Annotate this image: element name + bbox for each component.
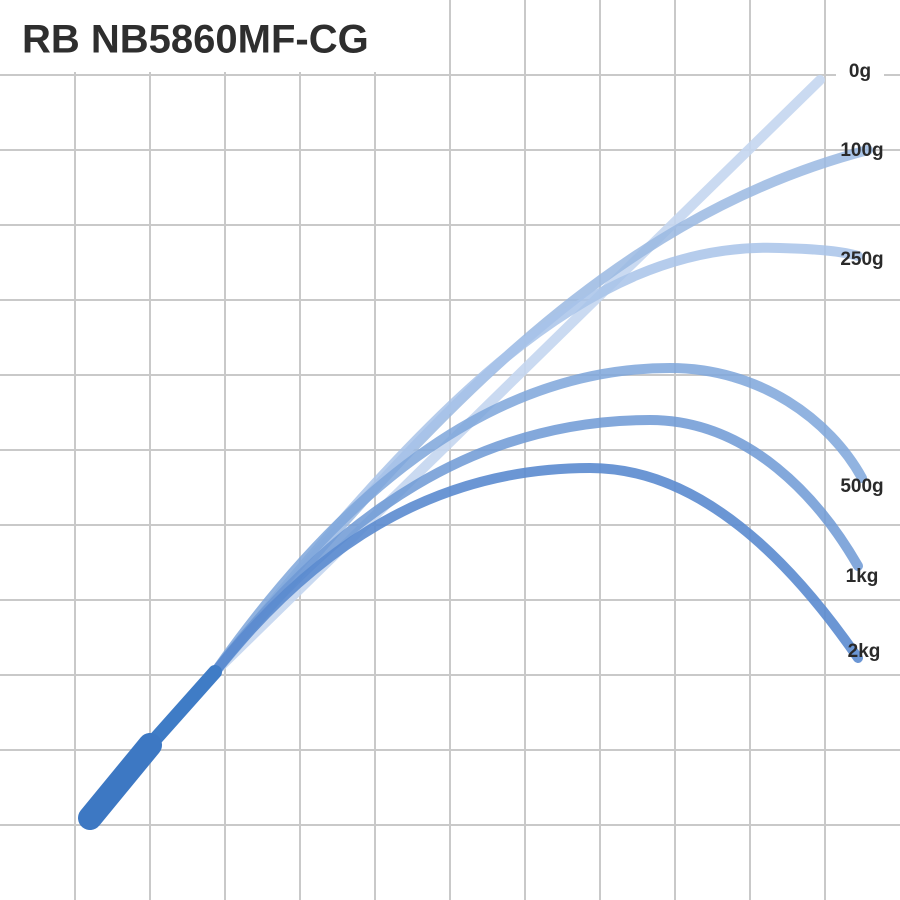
curve-label: 1kg <box>846 566 879 587</box>
curve-500g <box>210 362 867 677</box>
rod-handle <box>78 733 162 830</box>
label-background <box>836 58 884 86</box>
title-background <box>0 0 430 72</box>
curve-label: 500g <box>840 476 883 497</box>
rod-butt <box>143 665 222 752</box>
curve-2kg <box>210 462 863 677</box>
title: RB NB5860MF-CG <box>22 18 369 62</box>
curve-label: 250g <box>840 249 883 270</box>
curve-label: 2kg <box>848 641 881 662</box>
curve-label: 0g <box>849 61 871 82</box>
curve-1kg <box>210 414 863 677</box>
curve-100g <box>210 145 873 677</box>
curve-label: 100g <box>840 140 883 161</box>
